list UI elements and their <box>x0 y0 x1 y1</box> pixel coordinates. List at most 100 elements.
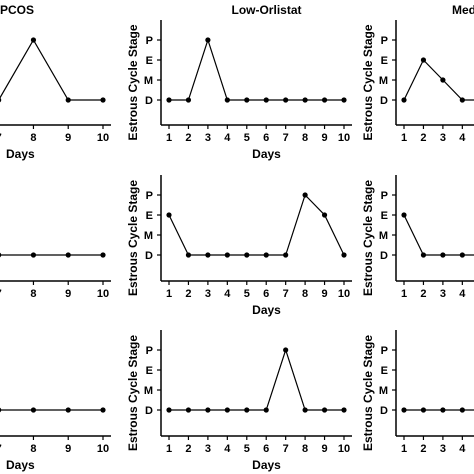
panel-9-x-tick-label: 2 <box>420 443 426 455</box>
panel-2-x-axis-title: Days <box>252 147 281 161</box>
panel-8-x-tick-label: 7 <box>283 443 289 455</box>
panel-5-data-point <box>205 252 211 258</box>
panel-6-y-tick-label: M <box>379 230 388 242</box>
panel-4-data-point <box>0 252 2 258</box>
panel-8-series-line <box>169 348 344 411</box>
panel-4-x-tick-label: 9 <box>65 288 71 300</box>
panel-5-x-tick-label: 8 <box>302 288 308 300</box>
panel-2-series-line <box>169 38 344 101</box>
panel-8-data-point <box>263 407 269 413</box>
panel-5-data-point <box>224 252 230 258</box>
panel-3-y-tick-label: E <box>381 55 388 67</box>
panel-9-y-tick-label: P <box>381 345 388 357</box>
panel-6-x-tick-label: 2 <box>420 288 426 300</box>
panel-9-x-tick-label: 3 <box>440 443 446 455</box>
panel-1-title: PCOS <box>0 3 34 17</box>
panel-5-x-tick-label: 3 <box>205 288 211 300</box>
panel-2-x-tick-label: 4 <box>224 132 231 144</box>
panel-5-series-line <box>168 193 345 256</box>
panel-9-y-tick-label: E <box>381 365 388 377</box>
panel-6-x-tick-label: 3 <box>440 288 446 300</box>
panel-8-x-tick-label: 10 <box>338 443 350 455</box>
panel-7-x-axis-title: Days <box>6 458 35 472</box>
panel-5-y-tick-label: P <box>146 190 153 202</box>
panel-8-data-point <box>166 407 172 413</box>
panel-2-x-tick-label: 1 <box>166 132 172 144</box>
panel-5-x-axis-title: Days <box>252 303 281 317</box>
panel-3-x-tick-label: 2 <box>420 132 426 144</box>
panel-8-x-tick-label: 5 <box>244 443 250 455</box>
panel-5-x-tick-label: 7 <box>283 288 289 300</box>
panel-2-y-axis-title: Estrous Cycle Stage <box>126 24 140 140</box>
panel-8-x-tick-label: 1 <box>166 443 172 455</box>
panel-3-data-point <box>440 77 446 83</box>
panel-8-data-point <box>283 347 289 353</box>
panel-1-data-point <box>65 97 71 103</box>
panel-2-data-point <box>224 97 230 103</box>
panel-3-data-point <box>420 57 427 63</box>
panel-2-y-tick-label: E <box>146 55 153 67</box>
panel-3-data-point <box>401 97 407 103</box>
panel-5-data-point <box>244 252 250 258</box>
panel-8-data-point <box>244 407 250 413</box>
panel-8-data-point <box>205 407 211 413</box>
panel-7-data-point <box>100 407 106 413</box>
panel-5-x-tick-label: 10 <box>338 288 350 300</box>
panel-4-x-tick-label: 7 <box>0 288 2 300</box>
panel-2-x-tick-label: 3 <box>205 132 211 144</box>
panel-9-data-point <box>420 407 427 413</box>
panel-2-data-point <box>283 97 289 103</box>
panel-4-data-point <box>30 252 37 258</box>
panel-7-x-tick-label: 8 <box>30 443 36 455</box>
panel-8-data-point <box>185 407 192 413</box>
panel-1-x-tick-label: 7 <box>0 132 2 144</box>
panel-5-data-point <box>283 252 289 258</box>
panel-6-series-line <box>403 214 474 256</box>
panel-2-x-tick-label: 6 <box>263 132 269 144</box>
panel-7-series-line <box>0 409 103 411</box>
panel-4-x-tick-label: 10 <box>97 288 109 300</box>
panel-6-x-tick-label: 4 <box>459 288 466 300</box>
panel-3-x-tick-label: 3 <box>440 132 446 144</box>
panel-7-x-tick-label: 10 <box>97 443 109 455</box>
panel-6-data-point <box>401 212 407 218</box>
panel-9-y-axis-title: Estrous Cycle Stage <box>361 335 375 451</box>
panel-6-y-axis-title: Estrous Cycle Stage <box>361 180 375 296</box>
panel-5-data-point <box>263 252 269 258</box>
panel-5-x-tick-label: 6 <box>263 288 269 300</box>
panel-2-data-point <box>205 37 211 43</box>
panel-3-x-tick-label: 4 <box>459 132 466 144</box>
panel-2-data-point <box>185 97 192 103</box>
panel-9-data-point <box>401 407 407 413</box>
panel-3-y-axis-title: Estrous Cycle Stage <box>361 24 375 140</box>
panel-1-data-point <box>100 97 106 103</box>
panel-8-x-tick-label: 8 <box>302 443 308 455</box>
panel-2-data-point <box>302 97 308 103</box>
panel-2-title: Low-Orlistat <box>231 3 301 17</box>
panel-7-data-point <box>30 407 37 413</box>
panel-5-data-point <box>185 252 192 258</box>
panel-8-y-tick-label: D <box>145 405 153 417</box>
panel-2-data-point <box>321 97 328 103</box>
panel-8-x-tick-label: 3 <box>205 443 211 455</box>
panel-6-y-tick-label: D <box>380 250 388 262</box>
panel-5-data-point <box>166 212 172 218</box>
panel-9-x-tick-label: 4 <box>459 443 466 455</box>
panel-2-x-tick-label: 2 <box>185 132 191 144</box>
panel-6-data-point <box>440 252 446 258</box>
panel-5-y-axis-title: Estrous Cycle Stage <box>126 180 140 296</box>
panel-6-y-tick-label: E <box>381 210 388 222</box>
panel-8-x-tick-label: 4 <box>224 443 231 455</box>
panel-8-data-point <box>302 407 308 413</box>
panel-2-x-tick-label: 5 <box>244 132 250 144</box>
panel-5-y-tick-label: E <box>146 210 153 222</box>
panel-2-y-tick-label: D <box>145 95 153 107</box>
panel-5-data-point <box>341 252 347 258</box>
panel-5-data-point <box>321 212 328 218</box>
panel-5-y-tick-label: D <box>145 250 153 262</box>
panel-8-x-tick-label: 6 <box>263 443 269 455</box>
panel-2-x-tick-label: 8 <box>302 132 308 144</box>
panel-1-data-point <box>30 37 37 43</box>
panel-7-x-tick-label: 7 <box>0 443 2 455</box>
